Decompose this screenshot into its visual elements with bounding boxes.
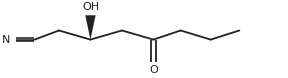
Text: N: N bbox=[2, 35, 10, 45]
Polygon shape bbox=[85, 15, 96, 40]
Text: O: O bbox=[149, 65, 158, 75]
Text: OH: OH bbox=[82, 2, 99, 12]
